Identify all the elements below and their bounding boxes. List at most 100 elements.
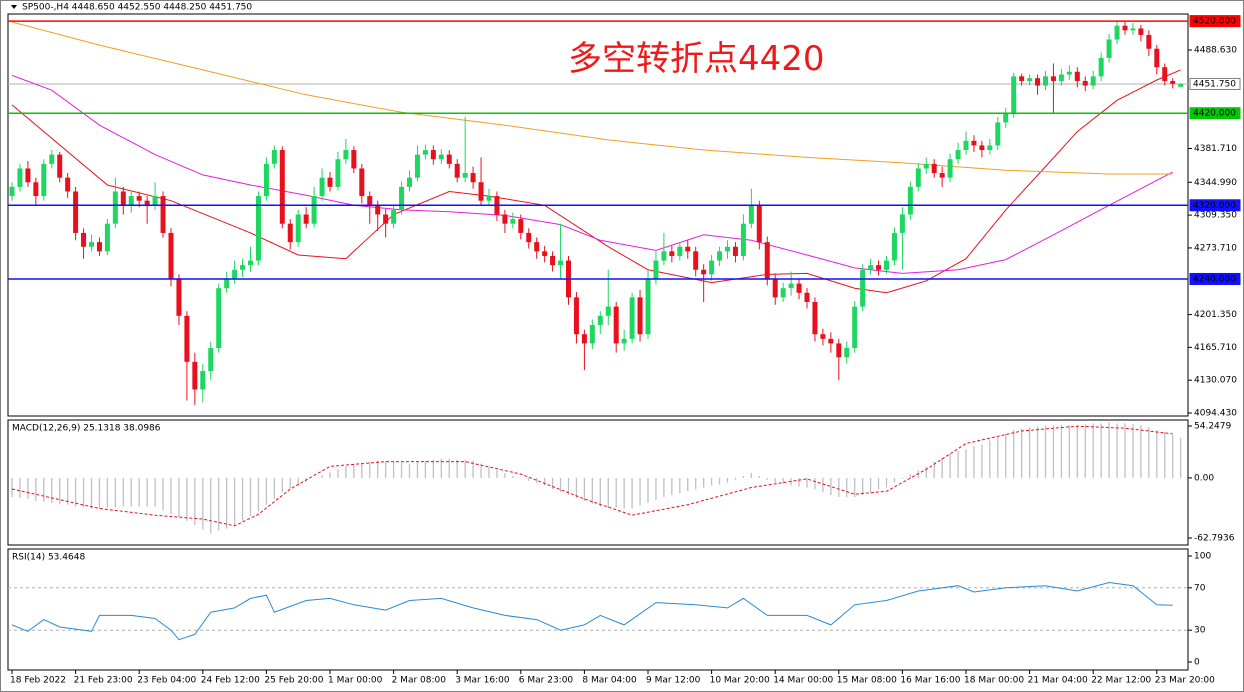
candle-body	[876, 265, 882, 270]
candle-body	[279, 150, 285, 224]
candle-body	[677, 246, 683, 256]
candle-body	[669, 251, 675, 256]
y-tick-label: 0	[1194, 657, 1200, 667]
candle-body	[104, 223, 110, 252]
candle-body	[621, 338, 627, 344]
candle-body	[1019, 76, 1025, 81]
candle-body	[963, 140, 969, 151]
candle-body	[828, 338, 834, 344]
candle-body	[351, 150, 357, 169]
candle-body	[478, 182, 484, 201]
candle-body	[923, 163, 929, 169]
candle-body	[89, 242, 94, 247]
candle-body	[1138, 28, 1144, 35]
y-tick-label: 4201.350	[1194, 310, 1237, 320]
candle-body	[112, 191, 118, 224]
menu-arrow	[11, 5, 17, 9]
x-tick-label: 14 Mar 00:00	[773, 676, 833, 686]
candle-body	[1035, 78, 1041, 86]
candle-body	[629, 297, 635, 339]
candle-body	[931, 163, 937, 174]
candle-body	[645, 278, 651, 335]
candle-body	[383, 214, 389, 224]
candle-body	[820, 334, 826, 339]
x-tick-label: 23 Mar 20:00	[1155, 676, 1215, 686]
candle-body	[772, 278, 778, 298]
candle-body	[1011, 76, 1017, 114]
x-tick-label: 23 Feb 04:00	[137, 676, 196, 686]
y-tick-label: 4381.710	[1194, 144, 1237, 154]
candle-body	[1066, 71, 1072, 75]
rsi-title: RSI(14) 53.4648	[12, 553, 85, 563]
x-tick-label: 18 Feb 2022	[10, 676, 66, 686]
candle-body	[526, 232, 532, 243]
y-tick-label: 4094.430	[1194, 409, 1237, 419]
candle-body	[430, 150, 436, 160]
x-tick-label: 1 Mar 00:00	[328, 676, 383, 686]
candle-body	[725, 246, 730, 252]
candle-body	[1130, 28, 1136, 31]
x-tick-label: 10 Mar 20:00	[710, 676, 770, 686]
candle-body	[128, 196, 134, 206]
candle-body	[470, 173, 476, 183]
candle-body	[343, 150, 349, 160]
candle-body	[605, 306, 611, 316]
candle-body	[407, 177, 412, 187]
candle-body	[573, 297, 579, 335]
candle-body	[740, 223, 746, 256]
candle-body	[534, 242, 540, 252]
candle-body	[255, 196, 261, 261]
y-tick-label: 4130.070	[1194, 376, 1237, 386]
candle-body	[709, 260, 715, 275]
candle-body	[391, 209, 397, 224]
candle-body	[510, 219, 516, 224]
candle-body	[899, 214, 905, 233]
candle-body	[176, 278, 182, 316]
candle-body	[597, 315, 603, 326]
level-label: 4520.000	[1193, 17, 1236, 27]
candle-body	[860, 269, 866, 307]
candle-body	[947, 159, 953, 178]
candle-body	[184, 315, 190, 362]
candle-body	[891, 232, 897, 261]
candle-body	[764, 242, 770, 279]
candle-body	[359, 168, 365, 197]
candle-body	[1114, 25, 1120, 40]
y-tick-label: 4344.990	[1194, 178, 1237, 188]
candle-body	[955, 150, 961, 160]
chart-title: SP500-,H4 4448.650 4452.550 4448.250 445…	[22, 3, 252, 13]
x-tick-label: 15 Mar 08:00	[837, 676, 897, 686]
candle-body	[1043, 76, 1048, 86]
level-label: 4420.000	[1193, 109, 1236, 119]
candle-body	[120, 191, 126, 206]
macd-title: MACD(12,26,9) 25.1318 38.0986	[12, 424, 161, 434]
annotation: 多空转折点4420	[568, 39, 825, 79]
candle-body	[240, 265, 246, 270]
x-tick-label: 6 Mar 23:00	[519, 676, 574, 686]
level-box	[1189, 199, 1241, 212]
candle-body	[685, 246, 691, 252]
y-tick-label: 70	[1194, 583, 1206, 593]
y-tick-label: 4165.710	[1194, 343, 1237, 353]
x-tick-label: 21 Mar 04:00	[1028, 676, 1088, 686]
x-tick-label: 24 Feb 12:00	[201, 676, 260, 686]
candle-body	[287, 223, 293, 243]
candle-body	[1074, 71, 1080, 81]
candle-body	[1146, 34, 1152, 49]
candle-body	[1003, 113, 1009, 123]
candle-body	[756, 205, 762, 243]
candle-body	[653, 260, 659, 279]
y-tick-label: 30	[1194, 626, 1206, 636]
candle-body	[454, 163, 460, 178]
y-tick-label: 0.00	[1194, 473, 1214, 483]
candle-body	[589, 325, 595, 344]
x-tick-label: 8 Mar 04:00	[582, 676, 637, 686]
candle-body	[9, 186, 15, 197]
candle-body	[701, 269, 707, 275]
candle-body	[852, 306, 858, 349]
candle-body	[462, 173, 468, 178]
candle-body	[1027, 78, 1033, 81]
candle-body	[836, 343, 842, 358]
